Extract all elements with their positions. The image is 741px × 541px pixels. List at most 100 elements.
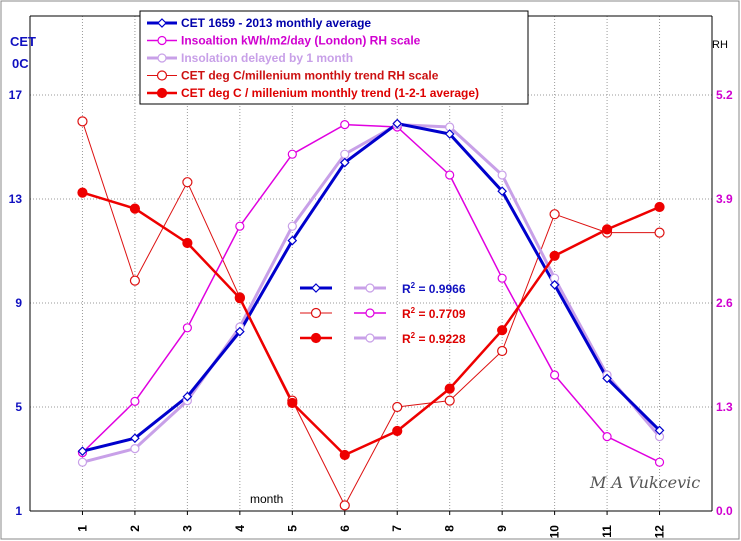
right-tick-label: 1.3 [716, 400, 733, 414]
x-tick-label: 6 [338, 525, 352, 532]
r2-label: R2 = 0.7709 [402, 306, 466, 321]
series-3-point [549, 209, 560, 220]
series-4-point [129, 203, 141, 214]
series-1-point [550, 370, 560, 380]
x-tick-label: 3 [180, 525, 194, 532]
series-1-point [340, 119, 350, 130]
author-signature: M A Vukcevic [589, 473, 700, 492]
series-3-point [129, 275, 141, 286]
x-tick-label: 10 [548, 525, 562, 539]
x-tick-label: 11 [600, 525, 614, 538]
series-0-point [234, 326, 245, 337]
series-1-point [445, 170, 455, 180]
series-0-point [549, 279, 560, 290]
x-tick-label: 4 [233, 525, 247, 532]
series-4-point [654, 201, 665, 213]
x-axis-title: month [250, 492, 283, 506]
legend-label: Insolation delayed by 1 month [181, 51, 353, 65]
series-0-point [339, 157, 350, 168]
series-4-point [392, 425, 403, 437]
series-2-point [130, 444, 140, 454]
left-tick-label: 17 [9, 88, 23, 102]
series-2-point [77, 457, 88, 467]
r2-label: R2 = 0.9966 [402, 281, 466, 296]
legend-box [139, 10, 529, 105]
series-3-point [182, 177, 193, 188]
series-3-point [444, 395, 455, 406]
legend: CET 1659 - 2013 monthly average Insoaltio… [139, 10, 529, 105]
r2-sample-marker-b [365, 308, 375, 318]
right-tick-label: 3.9 [716, 192, 733, 206]
left-axis-ticks: 1 5 9 13 17 [9, 88, 23, 518]
series-2-point [340, 149, 350, 159]
x-tick-label: 5 [285, 525, 299, 532]
series-3-point [497, 345, 508, 357]
right-tick-label: 2.6 [716, 296, 733, 310]
series-1-point [287, 149, 297, 159]
series-4-point [549, 250, 560, 261]
series-1-point [497, 273, 507, 283]
right-axis-title: RH [712, 39, 728, 51]
series-3-point [392, 401, 403, 413]
series-0-point [182, 391, 193, 402]
right-tick-label: 0.0 [716, 504, 733, 518]
r2-label: R2 = 0.9228 [402, 331, 466, 346]
series-4-point [444, 383, 455, 394]
series-1-point [182, 323, 192, 333]
legend-swatch-marker [157, 53, 167, 63]
right-tick-label: 5.2 [716, 88, 733, 102]
series-3-point [77, 116, 88, 127]
series-1-point [235, 221, 245, 231]
legend-swatch-marker [156, 87, 168, 99]
series-3-point [339, 500, 350, 511]
legend-items: CET 1659 - 2013 monthly average Insoaltio… [147, 16, 479, 100]
series-line-2 [82, 123, 661, 464]
legend-swatch-marker [157, 35, 167, 46]
series-line-0 [82, 122, 661, 453]
series-0-point [130, 433, 140, 444]
r2-sample-marker-b [365, 333, 375, 343]
series-0-point [654, 425, 665, 436]
series-4-point [287, 397, 298, 409]
series-4-point [601, 224, 613, 235]
series-markers [77, 116, 665, 511]
r2-sample-marker-a [311, 283, 321, 293]
series-3-point [654, 227, 665, 238]
left-tick-label: 5 [15, 400, 22, 414]
series-0-point [444, 129, 455, 139]
legend-label: Insoaltion kWh/m2/day (London) RH scale [181, 34, 421, 48]
left-tick-label: 9 [15, 296, 22, 310]
series-lines [81, 121, 661, 506]
series-line-1 [81, 123, 660, 463]
x-tick-label: 12 [653, 525, 667, 539]
legend-label: CET 1659 - 2013 monthly average [181, 16, 371, 30]
r2-sample-marker-a [310, 307, 322, 319]
series-1-point [130, 396, 140, 406]
x-axis-ticks: 1 2 3 4 5 6 7 8 9 10 11 12 [75, 511, 667, 539]
left-axis-unit: 0C [12, 56, 29, 71]
series-0-point [77, 446, 88, 457]
series-0-point [287, 235, 298, 246]
x-tick-label: 8 [443, 525, 457, 532]
series-line-3 [81, 121, 660, 506]
series-2-point [287, 221, 297, 231]
series-line-4 [82, 191, 661, 457]
legend-swatch-marker [157, 18, 167, 28]
series-4-point [234, 293, 245, 304]
x-tick-label: 9 [495, 525, 509, 532]
x-tick-label: 1 [75, 525, 89, 532]
legend-label: CET deg C/millenium monthly trend RH sca… [181, 69, 439, 83]
right-axis-ticks: 0.0 1.3 2.6 3.9 5.2 [716, 88, 733, 518]
series-4-point [77, 187, 88, 198]
series-2-point [497, 170, 507, 180]
left-tick-label: 1 [15, 504, 22, 518]
series-1-point [602, 432, 612, 442]
left-tick-label: 13 [9, 192, 23, 206]
r2-sample-marker-a [310, 332, 322, 344]
series-0-point [392, 118, 403, 129]
series-1-point [654, 457, 665, 467]
x-tick-label: 7 [390, 525, 404, 532]
x-tick-label: 2 [128, 525, 142, 532]
